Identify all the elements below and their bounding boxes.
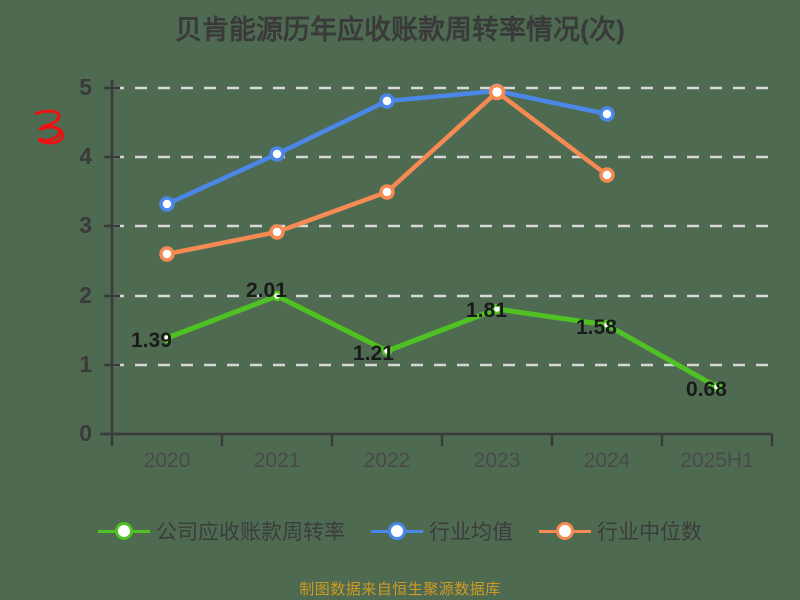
y-tick-label-1: 1 [79, 351, 92, 377]
data-label-company-2022: 1.21 [353, 342, 394, 365]
y-tick-label-4: 4 [79, 143, 92, 169]
data-label-company-2025h1: 0.68 [686, 378, 727, 401]
series-markers-company [161, 290, 723, 393]
y-tick-label-5: 5 [79, 74, 92, 100]
x-tick-label-2025h1: 2025H1 [680, 449, 754, 472]
series-line-company [164, 293, 720, 390]
legend-item-industry-median[interactable]: 行业中位数 [539, 516, 702, 546]
watermark-icon [34, 109, 65, 145]
chart-legend: 公司应收账款周转率 行业均值 行业中位数 [0, 516, 800, 546]
chart-title: 贝肯能源历年应收账款周转率情况(次) [175, 15, 625, 45]
legend-label-company: 公司应收账款周转率 [156, 521, 345, 544]
x-tick-marks [110, 434, 774, 446]
gridlines [112, 86, 770, 367]
legend-item-company[interactable]: 公司应收账款周转率 [98, 516, 345, 546]
legend-label-industry-median: 行业中位数 [597, 521, 702, 544]
series-markers-industry-median [159, 167, 615, 262]
data-label-company-2024: 1.58 [576, 316, 617, 339]
y-tick-label-0: 0 [79, 420, 92, 446]
legend-marker-company-icon [98, 518, 150, 544]
chart-source-note: 制图数据来自恒生聚源数据库 [299, 581, 501, 598]
y-tick-label-2: 2 [79, 282, 92, 308]
legend-label-industry-mean: 行业均值 [429, 521, 513, 544]
x-tick-label-2021: 2021 [253, 449, 301, 472]
data-label-company-2021: 2.01 [246, 279, 287, 302]
legend-marker-industry-median-icon [539, 518, 591, 544]
data-label-company-2023: 1.81 [466, 299, 507, 322]
legend-item-industry-mean[interactable]: 行业均值 [371, 516, 513, 546]
data-label-company-2020: 1.39 [131, 329, 172, 352]
y-tick-label-3: 3 [79, 212, 92, 238]
x-tick-label-2020: 2020 [143, 449, 191, 472]
y-tick-marks [104, 86, 120, 436]
x-tick-label-2022: 2022 [363, 449, 411, 472]
legend-marker-industry-mean-icon [371, 518, 423, 544]
x-tick-label-2024: 2024 [583, 449, 631, 472]
watermark-stamp [26, 102, 75, 154]
series-marker-industry-median-2023 [488, 83, 506, 101]
x-tick-label-2023: 2023 [473, 449, 521, 472]
